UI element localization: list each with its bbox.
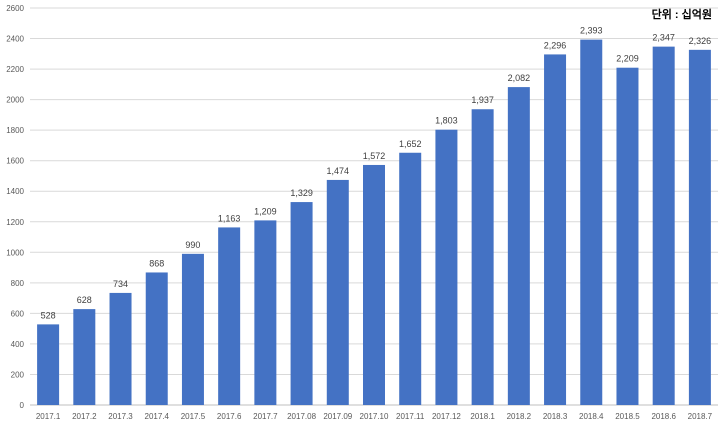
data-label: 734 [113,279,128,289]
bar [544,54,567,406]
data-label: 2,209 [616,54,639,64]
data-label: 628 [77,295,92,305]
bar [218,227,241,405]
bar [73,309,96,405]
data-label: 2,326 [689,36,712,46]
x-axis: 2017.1 2017.2 2017.3 2017.4 2017.5 2017.6 2017… [36,412,713,421]
bar [37,324,60,405]
unit-label: 단위 : 십억원 [652,7,712,21]
y-tick-label: 800 [11,279,25,288]
x-tick-label: 2017.12 [432,412,461,421]
bar [688,49,711,405]
data-label: 2,393 [580,26,603,36]
x-tick-label: 2017.10 [360,412,389,421]
data-label: 1,803 [435,116,458,126]
x-tick-label: 2018.3 [543,412,568,421]
x-tick-label: 2018.4 [579,412,604,421]
x-tick-label: 2017.1 [36,412,61,421]
bar [471,109,494,406]
x-tick-label: 2017.5 [181,412,206,421]
bar [145,272,168,405]
y-tick-label: 1600 [6,157,24,166]
y-tick-label: 2600 [6,4,24,13]
data-label: 1,572 [363,151,386,161]
y-tick-label: 0 [20,401,25,410]
bar [363,164,385,405]
x-tick-label: 2017.08 [287,412,316,421]
data-label: 1,937 [471,95,494,105]
bar [435,129,458,405]
y-tick-label: 2200 [6,65,24,74]
data-label: 2,347 [652,33,675,43]
y-tick-label: 1200 [6,218,24,227]
data-label: 2,082 [508,73,531,83]
bar [290,202,313,405]
bar [652,46,675,405]
y-tick-label: 1400 [6,187,24,196]
x-tick-label: 2017.09 [323,412,352,421]
bar [580,39,603,406]
x-tick-label: 2017.7 [253,412,278,421]
y-tick-label: 2000 [6,96,24,105]
bar [326,179,349,405]
data-label: 868 [149,258,164,268]
x-tick-label: 2017.6 [217,412,242,421]
data-label: 528 [41,310,56,320]
bar [616,67,639,405]
y-tick-label: 1000 [6,248,24,257]
x-tick-label: 2017.3 [108,412,133,421]
x-tick-label: 2017.11 [396,412,425,421]
data-label: 1,329 [290,188,313,198]
data-label: 1,474 [327,166,350,176]
x-tick-label: 2017.2 [72,412,97,421]
y-tick-label: 200 [11,370,25,379]
x-tick-label: 2018.2 [507,412,532,421]
x-tick-label: 2017.4 [145,412,170,421]
y-tick-label: 400 [11,340,25,349]
bar [181,253,204,405]
y-tick-label: 1800 [6,126,24,135]
data-label: 2,296 [544,40,567,50]
data-label: 990 [185,240,200,250]
data-label: 1,652 [399,139,422,149]
x-tick-label: 2018.5 [615,412,640,421]
x-tick-label: 2018.6 [651,412,676,421]
y-axis: 0 200 400 600 800 1000 1200 1400 1600 1800 2000 220… [6,4,24,410]
y-tick-label: 2400 [6,35,24,44]
x-tick-label: 2018.7 [688,412,713,421]
y-tick-label: 600 [11,309,25,318]
data-label: 1,163 [218,213,241,223]
bar [399,152,422,405]
x-tick-label: 2018.1 [470,412,495,421]
bar [507,87,530,406]
bars: 528 628 734 868 990 1,163 1,209 1,329 1,474 1,572… [37,26,712,406]
bar [254,220,277,405]
bar [109,292,132,405]
data-label: 1,209 [254,206,277,216]
